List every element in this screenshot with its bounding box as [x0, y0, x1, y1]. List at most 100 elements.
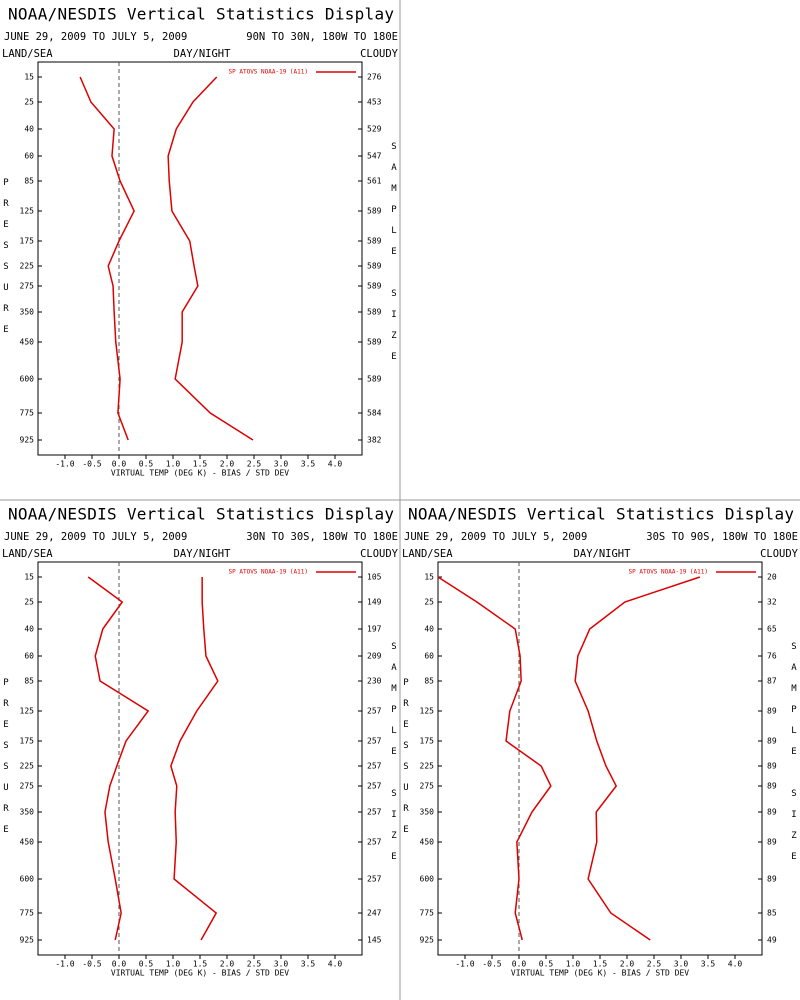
x-tick-label: 0.0 [512, 960, 527, 969]
x-tick-label: -1.0 [55, 460, 74, 469]
sample-size: 149 [367, 598, 382, 607]
chart-title: NOAA/NESDIS Vertical Statistics Display [8, 5, 394, 24]
x-tick-label: -0.5 [82, 960, 101, 969]
x-tick-label: 1.0 [566, 960, 581, 969]
x-tick-label: 2.5 [247, 460, 262, 469]
sample-size: 584 [367, 409, 382, 418]
x-tick-label: 2.0 [220, 960, 235, 969]
series-line [79, 76, 135, 441]
land-sea: LAND/SEA [402, 548, 453, 560]
chart-title: NOAA/NESDIS Vertical Statistics Display [8, 505, 394, 524]
sample-size: 145 [367, 936, 382, 945]
x-tick-label: 4.0 [328, 960, 343, 969]
sample-size: 89 [767, 762, 777, 771]
x-tick-label: 4.0 [728, 960, 743, 969]
date-range: JUNE 29, 2009 TO JULY 5, 2009 [404, 531, 587, 543]
y-tick-label: 350 [420, 808, 435, 817]
series-line [574, 576, 701, 941]
y-tick-label: 175 [20, 237, 35, 246]
y-tick-label: 275 [420, 782, 435, 791]
sample-size: 89 [767, 838, 777, 847]
x-tick-label: 0.5 [539, 960, 554, 969]
sample-size: 453 [367, 98, 382, 107]
legend-label: SP ATOVS NOAA-19 (A11) [629, 569, 708, 576]
y-tick-label: 175 [20, 737, 35, 746]
y-tick-label: 85 [24, 677, 34, 686]
y-tick-label: 350 [20, 308, 35, 317]
sample-size: 89 [767, 875, 777, 884]
y-tick-label: 85 [24, 177, 34, 186]
x-tick-label: 2.5 [247, 960, 262, 969]
cloudy: CLOUDY [760, 548, 799, 560]
legend-label: SP ATOVS NOAA-19 (A11) [229, 69, 308, 76]
x-tick-label: 1.5 [593, 960, 608, 969]
series-line [437, 576, 552, 941]
sample-size: 561 [367, 177, 382, 186]
y-tick-label: 925 [20, 436, 35, 445]
y-tick-label: 925 [420, 936, 435, 945]
x-tick-label: 3.0 [274, 460, 289, 469]
x-tick-label: 0.5 [139, 960, 154, 969]
sample-size: 257 [367, 875, 382, 884]
x-tick-label: 3.0 [674, 960, 689, 969]
sample-size: 257 [367, 762, 382, 771]
y-tick-label: 60 [24, 152, 34, 161]
sample-size: 20 [767, 573, 777, 582]
y-tick-label: 350 [20, 808, 35, 817]
sample-size: 257 [367, 782, 382, 791]
sample-size: 589 [367, 338, 382, 347]
chart-title: NOAA/NESDIS Vertical Statistics Display [408, 505, 794, 524]
sample-size: 257 [367, 737, 382, 746]
y-tick-label: 125 [20, 707, 35, 716]
sample-size: 32 [767, 598, 777, 607]
y-tick-label: 15 [424, 573, 434, 582]
sample-size: 257 [367, 838, 382, 847]
sample-size: 89 [767, 782, 777, 791]
x-tick-label: -1.0 [55, 960, 74, 969]
sample-size: 589 [367, 207, 382, 216]
y-tick-label: 275 [20, 282, 35, 291]
sample-size: 230 [367, 677, 382, 686]
x-tick-label: 2.0 [620, 960, 635, 969]
y-tick-label: 600 [420, 875, 435, 884]
sample-size: 257 [367, 707, 382, 716]
sample-size: 197 [367, 625, 382, 634]
sample-size: 105 [367, 573, 382, 582]
sample-size: 589 [367, 262, 382, 271]
sample-size: 382 [367, 436, 382, 445]
y-tick-label: 40 [424, 625, 434, 634]
x-tick-label: 1.5 [193, 460, 208, 469]
cloudy: CLOUDY [360, 548, 399, 560]
y-tick-label: 450 [20, 838, 35, 847]
y-tick-label: 450 [20, 338, 35, 347]
x-tick-label: 1.0 [166, 460, 181, 469]
y-tick-label: 15 [24, 573, 34, 582]
y-tick-label: 40 [24, 625, 34, 634]
sample-size: 276 [367, 73, 382, 82]
y-tick-label: 15 [24, 73, 34, 82]
x-tick-label: 0.5 [139, 460, 154, 469]
land-sea: LAND/SEA [2, 548, 53, 560]
y-tick-label: 25 [24, 98, 34, 107]
cloudy: CLOUDY [360, 48, 399, 60]
y-tick-label: 175 [420, 737, 435, 746]
y-tick-label: 925 [20, 936, 35, 945]
y-tick-label: 85 [424, 677, 434, 686]
sample-size: 87 [767, 677, 777, 686]
y-tick-label: 225 [20, 262, 35, 271]
day-night: DAY/NIGHT [174, 48, 232, 60]
y-tick-label: 125 [420, 707, 435, 716]
series-line [170, 577, 219, 941]
sample-size: 209 [367, 652, 382, 661]
land-sea: LAND/SEA [2, 48, 53, 60]
sample-size: 257 [367, 808, 382, 817]
x-tick-label: 1.5 [193, 960, 208, 969]
x-axis-label: VIRTUAL TEMP (DEG K) - BIAS / STD DEV [511, 969, 689, 978]
y-tick-label: 25 [24, 598, 34, 607]
x-tick-label: 3.0 [274, 960, 289, 969]
